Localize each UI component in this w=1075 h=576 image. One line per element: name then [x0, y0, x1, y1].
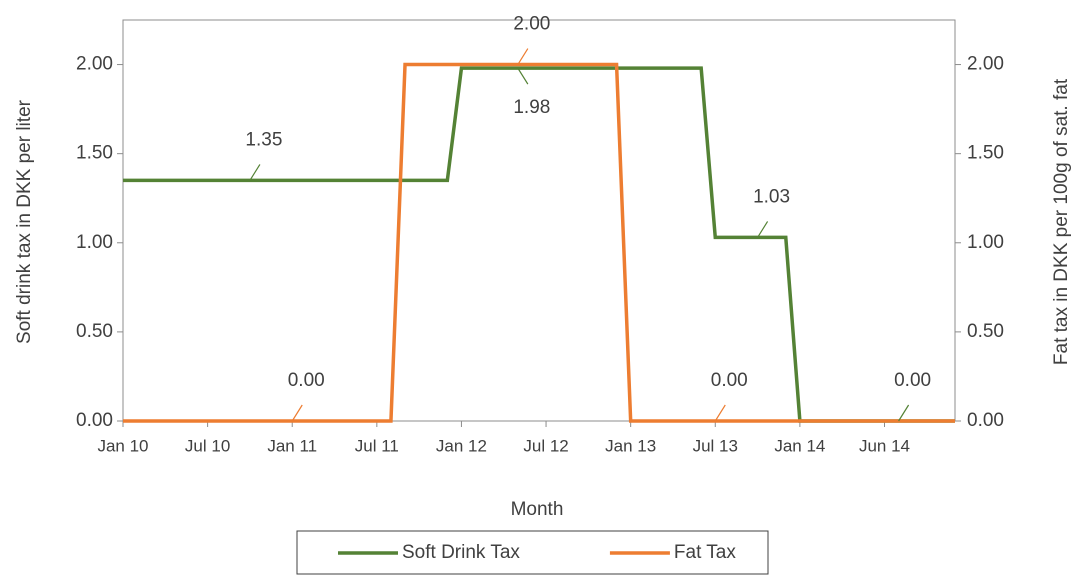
x-tick-label: Jul 12 — [523, 436, 568, 455]
data-label: 0.00 — [711, 370, 748, 391]
x-tick-label: Jun 14 — [859, 436, 910, 455]
x-axis-title: Month — [511, 499, 564, 520]
series-line — [123, 66, 955, 423]
x-tick-label: Jul 13 — [693, 436, 738, 455]
y2-axis-title: Fat tax in DKK per 100g of sat. fat — [1051, 78, 1072, 365]
data-label: 1.98 — [513, 97, 550, 118]
y-tick-label: 1.00 — [76, 232, 113, 253]
x-tick-label: Jul 11 — [355, 436, 399, 455]
x-tick-label: Jan 11 — [267, 436, 317, 455]
data-label: 0.00 — [288, 370, 325, 391]
y-tick-label: 2.00 — [76, 54, 113, 75]
y2-tick-label: 1.00 — [967, 232, 1004, 253]
y2-tick-label: 2.00 — [967, 54, 1004, 75]
data-label: 1.35 — [245, 129, 282, 150]
y2-tick-label: 1.50 — [967, 143, 1004, 164]
x-tick-label: Jan 14 — [774, 436, 825, 455]
x-tick-label: Jan 13 — [605, 436, 656, 455]
data-label: 1.03 — [753, 186, 790, 207]
y2-tick-label: 0.50 — [967, 321, 1004, 342]
label-leader — [249, 164, 261, 181]
label-leader — [291, 404, 303, 422]
y-tick-label: 1.50 — [76, 143, 113, 164]
label-leader — [714, 404, 726, 422]
data-label: 0.00 — [894, 370, 931, 391]
plot-frame — [122, 19, 956, 422]
label-leader — [898, 404, 910, 422]
y-tick-label: 0.00 — [76, 410, 113, 431]
data-label: 2.00 — [513, 14, 550, 35]
y-tick-label: 0.50 — [76, 321, 113, 342]
x-tick-label: Jan 12 — [436, 436, 487, 455]
x-tick-label: Jan 10 — [97, 436, 148, 455]
legend-label: Soft Drink Tax — [402, 542, 520, 563]
label-leader — [757, 221, 769, 238]
y2-tick-label: 0.00 — [967, 410, 1004, 431]
label-leader — [517, 67, 529, 85]
series-line — [123, 62, 955, 423]
x-tick-label: Jul 10 — [185, 436, 230, 455]
legend-label: Fat Tax — [674, 542, 736, 563]
label-leader — [517, 48, 529, 65]
y-axis-title: Soft drink tax in DKK per liter — [14, 99, 35, 344]
